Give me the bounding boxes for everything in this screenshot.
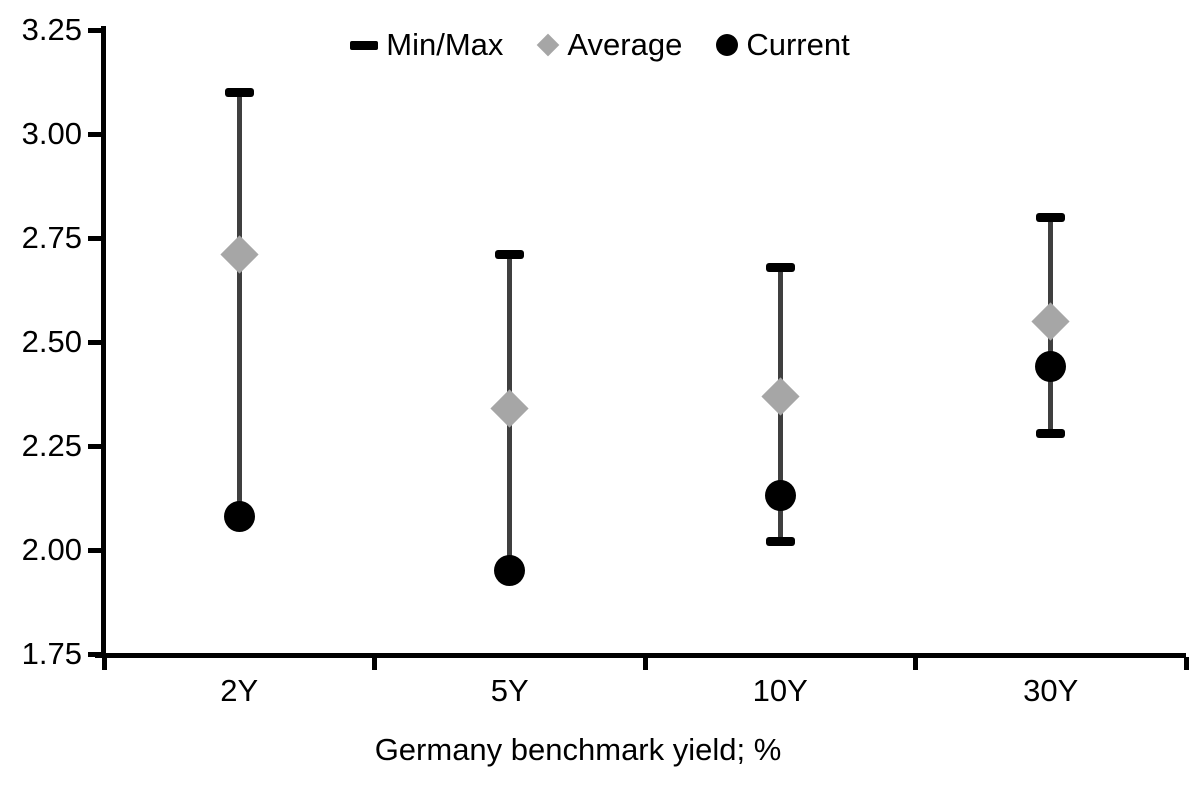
x-axis xyxy=(95,653,1186,658)
marker-average-2Y xyxy=(220,235,259,274)
x-category-label: 30Y xyxy=(1023,673,1079,708)
legend-item-average: Average xyxy=(537,27,682,63)
y-axis-tick xyxy=(88,131,102,137)
y-axis-tick xyxy=(88,547,102,553)
legend-label-current: Current xyxy=(746,27,850,62)
y-axis-tick-label: 2.25 xyxy=(21,428,82,463)
marker-current-2Y xyxy=(223,501,255,533)
y-axis-tick-label: 3.00 xyxy=(21,116,82,151)
y-axis-tick xyxy=(88,235,102,241)
y-axis-tick-label: 2.75 xyxy=(21,220,82,255)
x-axis-tick xyxy=(372,657,377,670)
marker-average-10Y xyxy=(761,376,800,416)
y-axis-tick-label: 1.75 xyxy=(21,636,82,671)
y-axis-tick-label: 2.50 xyxy=(21,324,82,359)
minmax-dash-icon xyxy=(350,40,379,50)
legend: Min/Max Average Current xyxy=(0,27,1200,63)
x-axis-tick xyxy=(642,657,648,670)
x-axis-tick xyxy=(913,657,918,670)
marker-current-10Y xyxy=(764,480,796,512)
marker-current-5Y xyxy=(494,555,526,587)
legend-item-current: Current xyxy=(716,27,850,63)
x-axis-tick xyxy=(101,657,107,670)
legend-label-average: Average xyxy=(567,27,683,62)
x-category-label: 10Y xyxy=(752,673,808,708)
y-axis-tick-label: 2.00 xyxy=(21,532,82,567)
errorbar-max-cap-10Y xyxy=(765,262,795,272)
y-axis-tick xyxy=(88,27,102,33)
legend-label-minmax: Min/Max xyxy=(386,27,504,62)
current-circle-icon xyxy=(716,34,739,56)
errorbar-min-cap-10Y xyxy=(765,537,795,547)
x-axis-title: Germany benchmark yield; % xyxy=(374,732,782,767)
y-axis xyxy=(101,26,106,658)
marker-average-5Y xyxy=(490,389,529,428)
x-category-label: 5Y xyxy=(490,673,529,708)
errorbar-line-2Y xyxy=(236,92,242,517)
marker-average-30Y xyxy=(1031,302,1070,341)
errorbar-max-cap-5Y xyxy=(495,250,525,260)
errorbar-max-cap-30Y xyxy=(1036,212,1066,222)
y-axis-tick xyxy=(88,339,102,345)
average-diamond-icon xyxy=(537,33,560,57)
x-axis-tick xyxy=(1183,657,1189,670)
x-category-label: 2Y xyxy=(220,673,259,708)
marker-current-30Y xyxy=(1035,351,1067,383)
errorbar-max-cap-2Y xyxy=(224,87,254,97)
errorbar-min-cap-30Y xyxy=(1036,429,1066,439)
legend-item-minmax: Min/Max xyxy=(350,27,503,63)
y-axis-tick-label: 3.25 xyxy=(21,12,82,47)
y-axis-tick xyxy=(88,443,102,449)
